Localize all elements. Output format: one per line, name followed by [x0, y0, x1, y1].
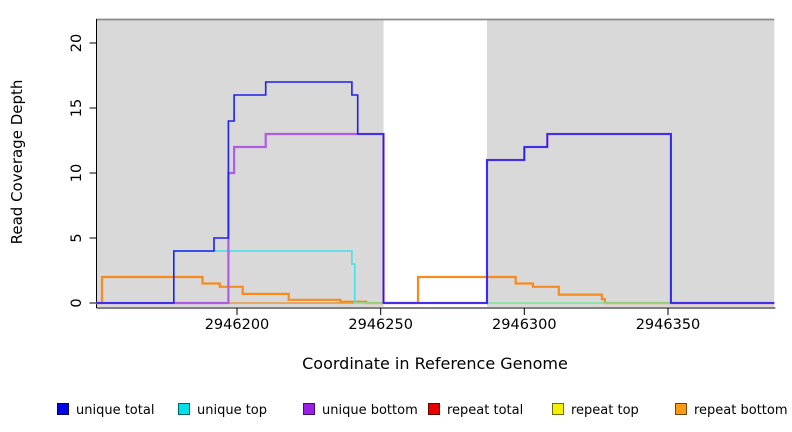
y-tick-label: 10	[69, 164, 85, 182]
y-tick-label: 0	[69, 298, 85, 307]
panel-right-block	[486, 19, 775, 307]
x-tick-label: 2946200	[205, 317, 270, 333]
y-tick-label: 15	[69, 99, 85, 117]
x-axis-title: Coordinate in Reference Genome	[302, 354, 568, 373]
y-tick-label: 5	[69, 233, 85, 242]
y-axis-title: Read Coverage Depth	[8, 79, 26, 245]
x-tick-label: 2946350	[636, 317, 701, 333]
panel-left-block	[96, 19, 384, 307]
x-tick-label: 2946250	[348, 317, 413, 333]
y-tick-label: 20	[69, 34, 85, 52]
x-tick-label: 2946300	[492, 317, 557, 333]
series-line-unique-total	[96, 81, 775, 304]
